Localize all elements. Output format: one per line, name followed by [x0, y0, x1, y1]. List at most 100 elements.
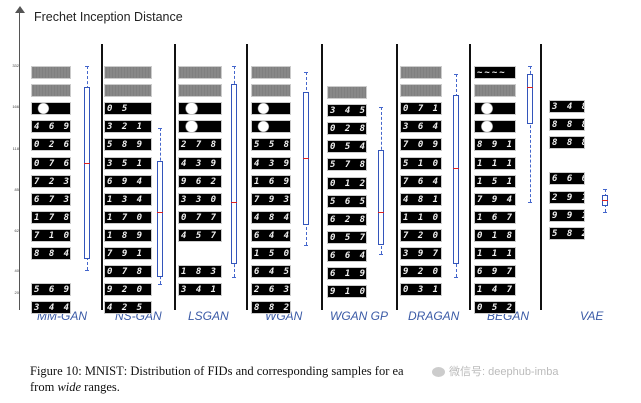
- sample-row: 2 6 3: [251, 283, 291, 297]
- sample-row: 6 9 7: [474, 265, 516, 279]
- sample-row: 6 4 5: [251, 265, 291, 279]
- column-separator: [396, 44, 398, 310]
- sample-row: 9 2 0: [400, 265, 442, 279]
- sample-row: 1 6 9: [251, 174, 291, 188]
- sample-row: 5 8 2: [549, 226, 585, 240]
- sample-row: 0 7 1: [400, 102, 442, 116]
- x-label-lsgan: LSGAN: [188, 309, 229, 323]
- boxplot-cap: [232, 276, 236, 278]
- boxplot-cap: [304, 71, 308, 73]
- sample-row: 4 8 1: [400, 192, 442, 206]
- sample-row: ~ ~: [474, 120, 516, 134]
- sample-row: 0 7 8: [104, 265, 152, 279]
- sample-row: ~~~~: [400, 84, 442, 98]
- column-separator: [469, 44, 471, 310]
- sample-row: ~~~~: [251, 84, 291, 98]
- sample-row: 4 3 9: [251, 156, 291, 170]
- sample-row: 1 5 1: [474, 174, 516, 188]
- sample-row: 1 6 7: [474, 210, 516, 224]
- sample-row: 3 6 4: [400, 120, 442, 134]
- sample-row: ~~~~: [31, 66, 71, 79]
- sample-row: 3 9 7: [400, 247, 442, 260]
- sample-row: 3 5 1: [104, 156, 152, 170]
- sample-row: 9 6 2: [178, 174, 222, 188]
- sample-row: 4 3 9: [178, 156, 222, 170]
- boxplot-median: [453, 167, 459, 169]
- sample-row: 8 8 2: [251, 301, 291, 315]
- boxplot-cap: [379, 253, 383, 255]
- sample-row: ~~~~: [31, 84, 71, 98]
- sample-row: 7 2 3: [31, 174, 71, 188]
- watermark-text: 微信号: deephub-imba: [449, 366, 559, 378]
- sample-row: 8 9 1: [474, 138, 516, 152]
- boxplot-cap: [603, 188, 607, 190]
- sample-row: 8 8 4: [31, 247, 71, 260]
- sample-row: 7 0 9: [400, 138, 442, 152]
- y-axis-arrow-icon: [15, 6, 25, 13]
- sample-row: 4 8 4: [251, 210, 291, 224]
- boxplot-median: [378, 212, 384, 214]
- sample-row: 7 9 1: [104, 247, 152, 260]
- boxplot-median: [303, 158, 309, 160]
- sample-row: 6 9 4: [104, 174, 152, 188]
- sample-row: 5 8 9: [104, 138, 152, 152]
- sample-row: 1 3 4: [104, 192, 152, 206]
- sample-row: 6 7 3: [31, 192, 71, 206]
- figure-caption: Figure 10: MNIST: Distribution of FIDs a…: [30, 363, 630, 395]
- sample-row: ~ ~: [251, 120, 291, 134]
- boxplot-cap: [304, 245, 308, 247]
- boxplot-box: [453, 94, 459, 265]
- column-separator: [540, 44, 542, 310]
- sample-row: ~~~~: [327, 86, 367, 99]
- sample-row: 0 5 4: [327, 140, 367, 154]
- sample-row: 6 6 6: [549, 172, 585, 186]
- boxplot-median: [602, 200, 608, 202]
- boxplot-whisker: [530, 66, 531, 202]
- sample-row: 9 2 0: [104, 283, 152, 297]
- sample-row: 7 9 3: [251, 192, 291, 206]
- sample-row: 5 7 8: [327, 158, 367, 172]
- sample-row: 5 1 0: [400, 156, 442, 170]
- boxplot-box: [527, 73, 533, 124]
- sample-row: 3 4 5: [327, 104, 367, 118]
- column-separator: [246, 44, 248, 310]
- sample-row: 1 4 7: [474, 283, 516, 297]
- boxplot-median: [527, 86, 533, 88]
- boxplot-cap: [232, 66, 236, 68]
- caption-text: from: [30, 380, 58, 394]
- column-separator: [321, 44, 323, 310]
- boxplot-cap: [528, 201, 532, 203]
- sample-row: ~~~~: [178, 66, 222, 79]
- boxplot-cap: [379, 107, 383, 109]
- watermark: 微信号: deephub-imba: [432, 363, 558, 379]
- sample-row: 0 2 8: [327, 122, 367, 136]
- sample-row: 0 2 6 9: [31, 138, 71, 152]
- sample-row: 0 1 8: [474, 228, 516, 242]
- sample-row: 2 7 8: [178, 138, 222, 152]
- x-label-wgan-gp: WGAN GP: [330, 309, 389, 323]
- sample-row: 3 3 0: [178, 192, 222, 206]
- sample-row: 6 1 9: [327, 267, 367, 280]
- sample-row: 5 5 8: [251, 138, 291, 152]
- sample-row: ~~~~: [251, 66, 291, 79]
- sample-row: 7 1 0: [31, 228, 71, 242]
- sample-row: 3 4 1: [178, 283, 222, 297]
- sample-row: ~~~~: [400, 66, 442, 79]
- y-tick: 332: [12, 63, 19, 68]
- wechat-icon: [432, 367, 445, 378]
- boxplot-median: [157, 212, 163, 214]
- sample-row: 7 9 4: [474, 192, 516, 206]
- boxplot-cap: [85, 66, 89, 68]
- y-tick: 166: [12, 104, 19, 109]
- sample-row: 4 6 9: [31, 120, 71, 134]
- sample-row: ~~~~: [178, 120, 222, 134]
- boxplot-box: [378, 150, 384, 246]
- sample-row: 1 1 1: [474, 247, 516, 260]
- sample-row: 1 5 0: [251, 247, 291, 260]
- boxplot-cap: [158, 284, 162, 286]
- boxplot-median: [231, 201, 237, 203]
- sample-row: ~~~~: [474, 84, 516, 98]
- boxplot-box: [231, 84, 237, 265]
- sample-row: 3 4 4: [31, 301, 71, 315]
- caption-text: : Distribution of FIDs and corresponding…: [123, 364, 404, 378]
